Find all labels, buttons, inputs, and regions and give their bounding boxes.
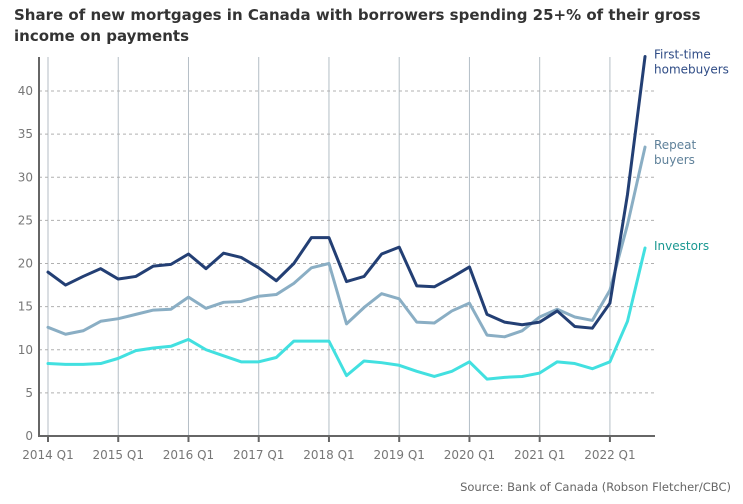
chart-title: Share of new mortgages in Canada with bo… [14, 6, 701, 45]
y-tick-label: 20 [18, 257, 33, 271]
x-tick-label: 2015 Q1 [93, 448, 144, 462]
series-line-investors [46, 246, 647, 381]
y-tick-label: 35 [18, 127, 33, 141]
y-tick-label: 10 [18, 343, 33, 357]
series-label: Investors [654, 239, 709, 253]
x-tick-label: 2022 Q1 [584, 448, 635, 462]
x-tick-label: 2017 Q1 [233, 448, 284, 462]
y-tick-label: 25 [18, 213, 33, 227]
series-label: Repeat [654, 138, 697, 152]
x-tick-label: 2016 Q1 [163, 448, 214, 462]
x-tick-label: 2019 Q1 [373, 448, 424, 462]
y-tick-label: 30 [18, 170, 33, 184]
y-tick-label: 0 [25, 429, 33, 443]
x-tick-label: 2021 Q1 [514, 448, 565, 462]
series-line-first-time-homebuyers [46, 55, 647, 330]
series-label: buyers [654, 153, 695, 167]
x-tick-label: 2020 Q1 [444, 448, 495, 462]
x-tick-label: 2018 Q1 [303, 448, 354, 462]
series-label: First-time [654, 48, 711, 62]
series-line-repeat-buyers [46, 145, 647, 339]
y-tick-label: 15 [18, 300, 33, 314]
y-tick-label: 40 [18, 84, 33, 98]
x-tick-label: 2014 Q1 [22, 448, 73, 462]
y-tick-label: 5 [25, 386, 33, 400]
series-label: homebuyers [654, 63, 729, 77]
source-note: Source: Bank of Canada (Robson Fletcher/… [460, 480, 731, 494]
